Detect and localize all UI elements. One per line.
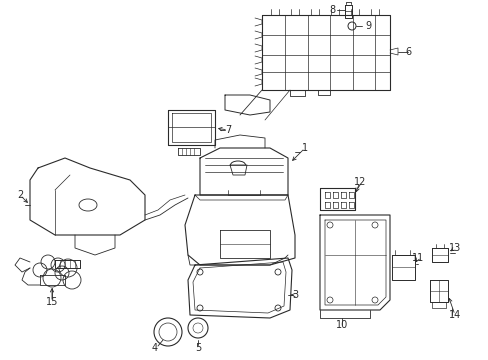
Text: 5: 5 (195, 343, 201, 353)
Text: 8: 8 (328, 5, 334, 15)
Text: 9: 9 (364, 21, 370, 31)
Text: 11: 11 (411, 253, 423, 263)
Text: 7: 7 (224, 125, 231, 135)
Text: 12: 12 (353, 177, 366, 187)
Text: 2: 2 (17, 190, 23, 200)
Text: 1: 1 (301, 143, 307, 153)
Text: 6: 6 (404, 47, 410, 57)
Text: 10: 10 (335, 320, 347, 330)
Text: 3: 3 (291, 290, 298, 300)
Text: 14: 14 (448, 310, 460, 320)
Text: 4: 4 (152, 343, 158, 353)
Text: 15: 15 (46, 297, 58, 307)
Text: 13: 13 (448, 243, 460, 253)
